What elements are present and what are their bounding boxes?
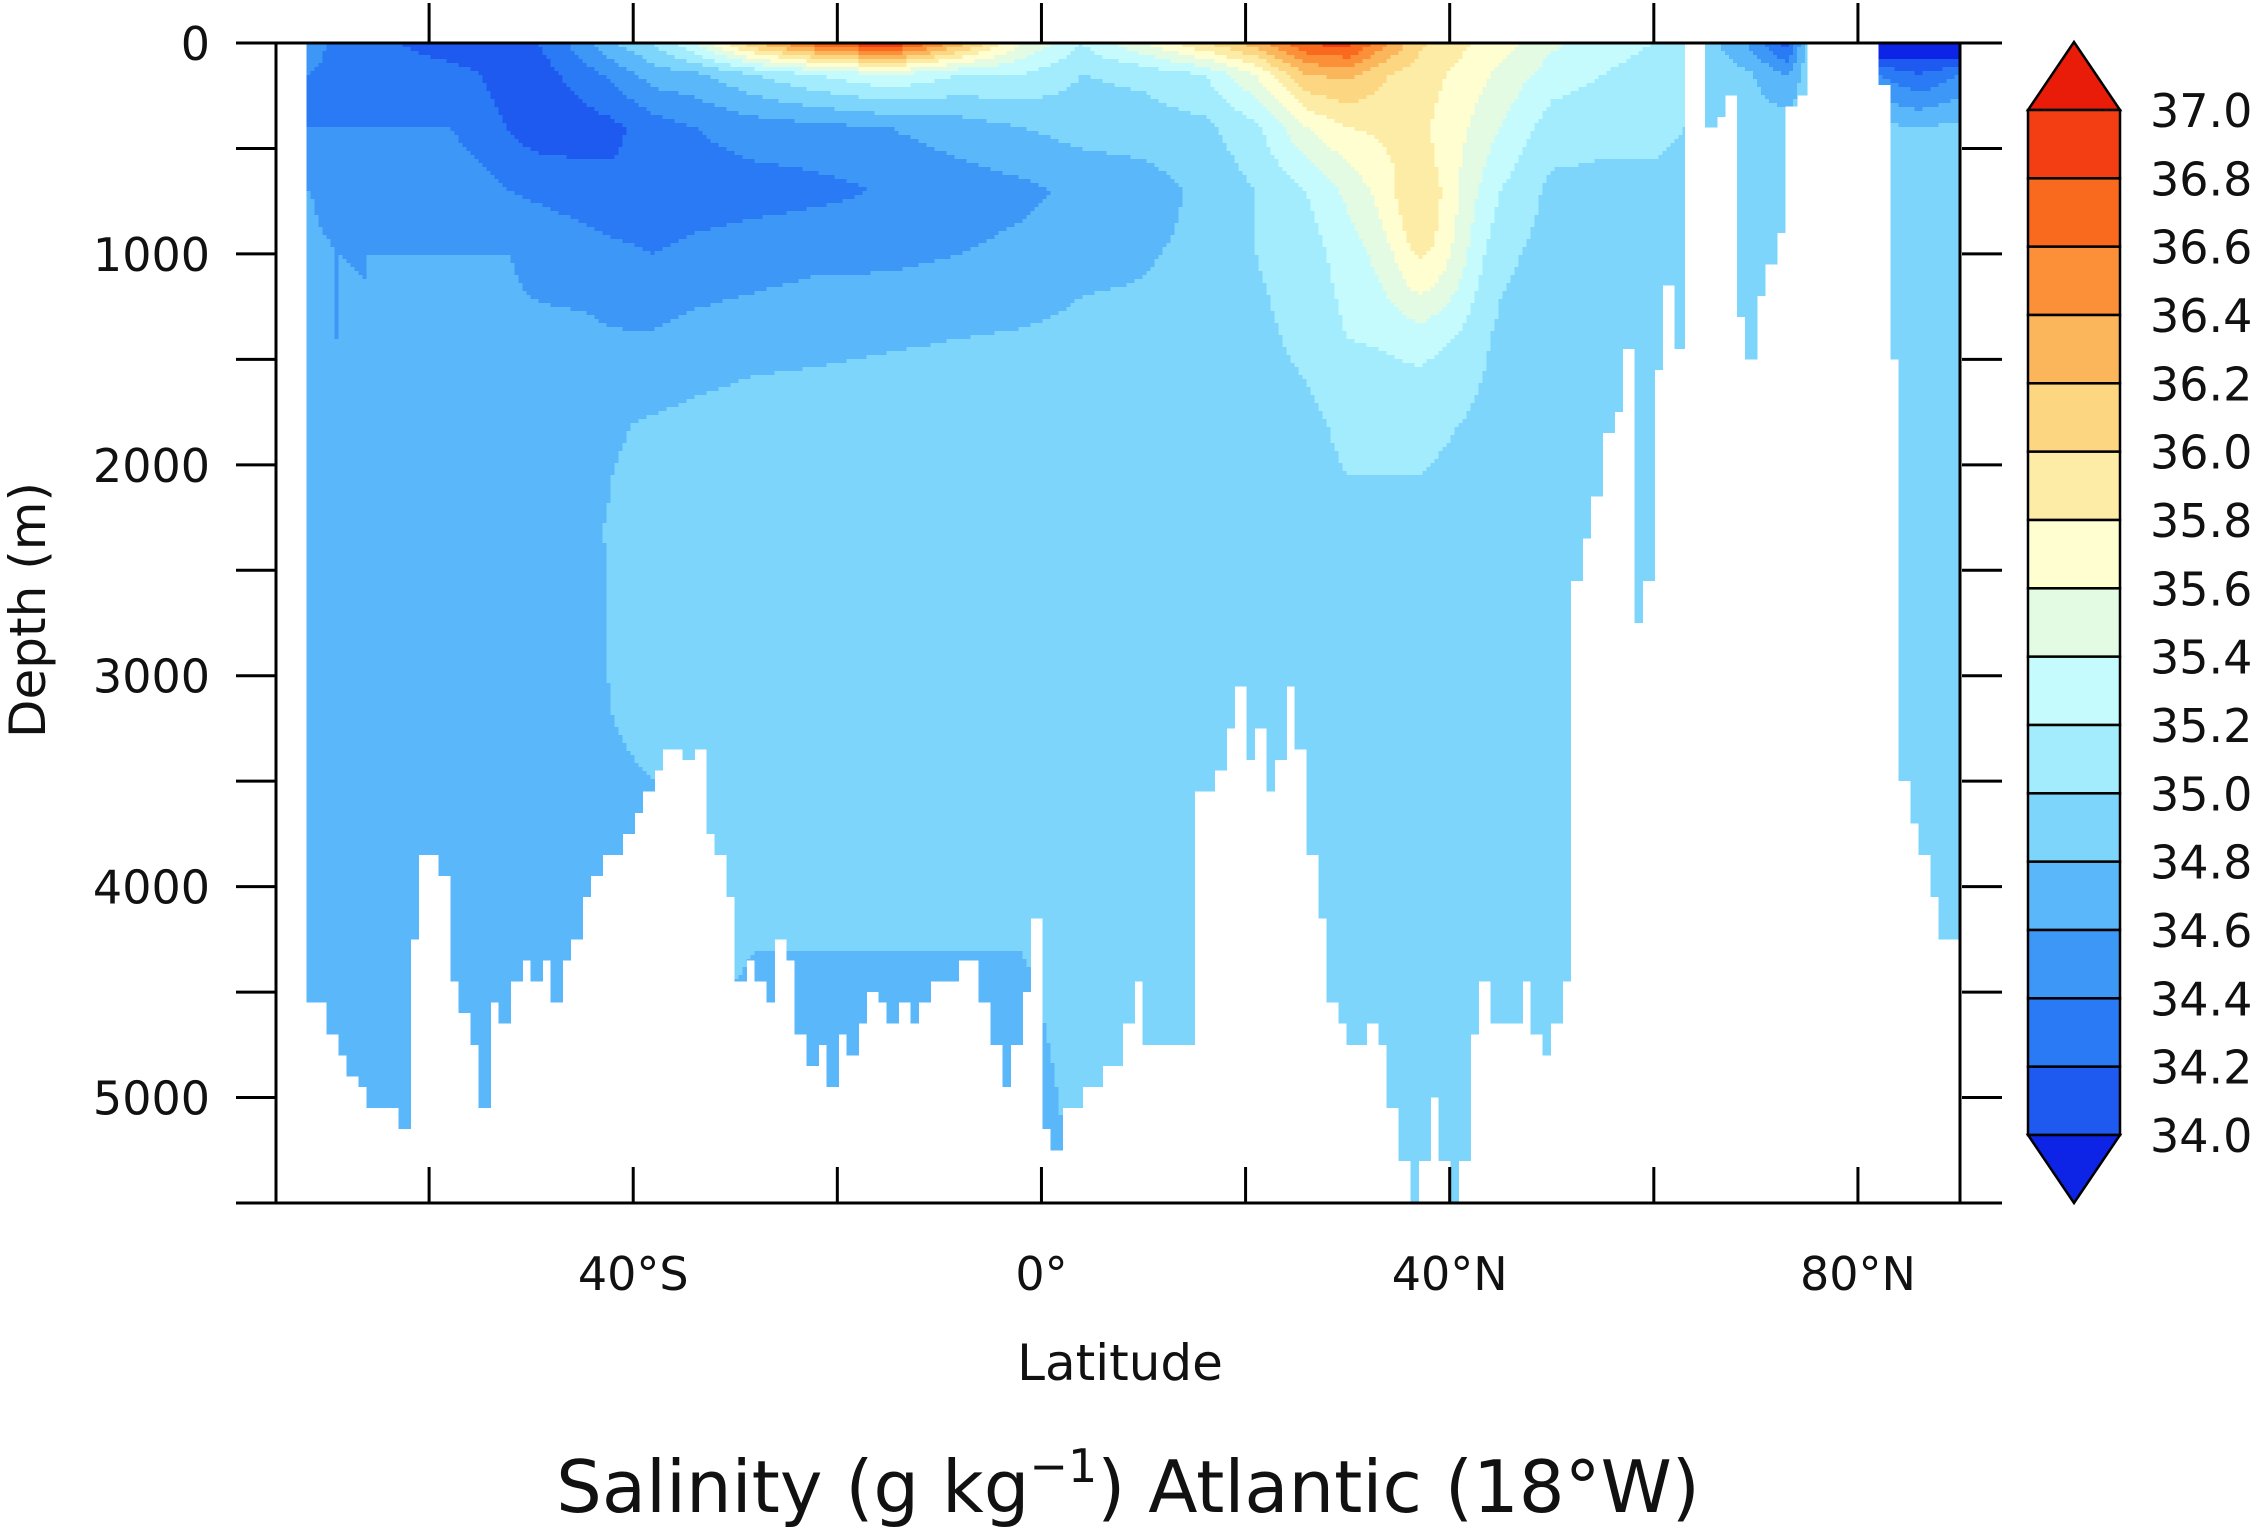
salinity-field [306,43,1961,1203]
colorbar-box [2026,860,2122,932]
chart-title-superscript: −1 [1029,1439,1097,1493]
y-tick-label: 5000 [93,1072,210,1126]
x-tick-label: 80°N [1800,1247,1916,1301]
colorbar-box [2026,792,2122,863]
colorbar-label: 36.2 [2150,357,2252,411]
chart-title-suffix: ) Atlantic (18°W) [1097,1445,1700,1529]
x-tick-label: 0° [1015,1247,1067,1301]
colorbar-label: 36.8 [2150,152,2252,206]
x-axis: 40°S 0° 40°N 80°N [427,3,1916,1301]
y-axis-label: Depth (m) [0,482,57,738]
colorbar-label: 34.0 [2150,1109,2252,1163]
y-axis: 0 1000 2000 3000 4000 5000 [93,17,2002,1126]
chart-title: Salinity (g kg−1) Atlantic (18°W) [556,1439,1700,1529]
colorbar-label: 34.8 [2150,836,2252,890]
colorbar-label: 34.4 [2150,972,2252,1026]
colorbar-extend-high [2025,39,2123,112]
colorbar-box [2026,1065,2122,1137]
x-tick-label: 40°S [578,1247,689,1301]
colorbar-label: 35.8 [2150,494,2252,548]
section-nordic [1704,43,1808,360]
colorbar-label: 35.6 [2150,562,2252,616]
colorbar-box [2026,723,2122,795]
colorbar-label: 37.0 [2150,84,2252,138]
colorbar-box [2026,245,2122,317]
colorbar-label: 35.4 [2150,631,2252,685]
colorbar-label: 34.2 [2150,1041,2252,1095]
colorbar-label: 35.0 [2150,767,2252,821]
colorbar: 34.0 34.2 34.4 34.6 34.8 35.0 35.2 35.4 35.6 35.8… [2025,39,2252,1206]
x-tick-label: 40°N [1392,1247,1508,1301]
y-tick-label: 2000 [93,439,210,493]
y-tick-label: 0 [181,17,210,71]
x-axis-label: Latitude [1017,1334,1223,1392]
colorbar-box [2026,997,2122,1068]
colorbar-label: 36.4 [2150,289,2252,343]
colorbar-label: 36.0 [2150,426,2252,480]
y-tick-label: 3000 [93,650,210,704]
colorbar-box [2026,655,2122,727]
colorbar-box [2026,108,2122,180]
y-tick-label: 4000 [93,861,210,915]
chart-title-prefix: Salinity (g kg [556,1445,1029,1529]
y-tick-label: 1000 [93,228,210,282]
colorbar-box [2026,382,2122,453]
colorbar-label: 34.6 [2150,904,2252,958]
colorbar-box [2026,928,2122,1000]
colorbar-box [2026,313,2122,385]
section-main [306,43,1686,1203]
section-arctic [1878,43,1961,940]
colorbar-label: 36.6 [2150,221,2252,275]
plot-frame [236,41,2002,1205]
colorbar-box [2026,518,2122,590]
colorbar-label: 35.2 [2150,699,2252,753]
colorbar-box [2026,450,2122,522]
colorbar-box [2026,587,2122,658]
colorbar-extend-low [2025,1133,2123,1206]
colorbar-box [2026,177,2122,248]
